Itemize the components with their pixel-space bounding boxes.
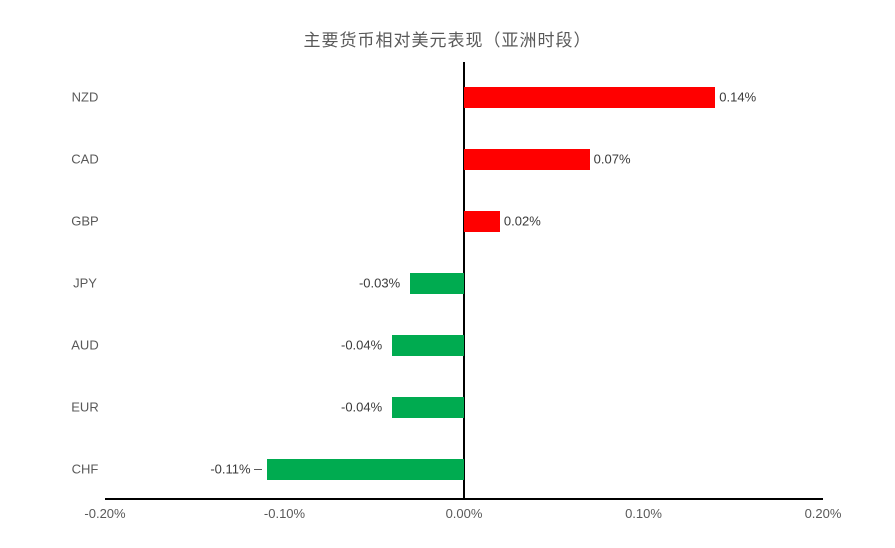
value-label-JPY: -0.03%: [358, 275, 401, 291]
category-label-AUD: AUD: [71, 337, 99, 353]
category-label-CAD: CAD: [71, 151, 99, 167]
value-label-CHF: -0.11%: [210, 461, 251, 477]
x-tick-label-4: 0.20%: [804, 506, 842, 521]
category-label-CHF: CHF: [71, 461, 99, 477]
category-label-EUR: EUR: [71, 399, 99, 415]
category-label-GBP: GBP: [71, 213, 99, 229]
x-tick-label-3: 0.10%: [625, 506, 662, 521]
x-tick-label-2: 0.00%: [445, 506, 483, 521]
value-label-NZD: 0.14%: [719, 89, 757, 105]
x-axis-line: [105, 498, 823, 500]
zero-axis-line: [463, 62, 465, 498]
x-tick-label-1: -0.10%: [263, 506, 306, 521]
value-label-GBP: 0.02%: [503, 213, 541, 229]
value-label-leader-line-CHF: [253, 469, 262, 471]
category-label-NZD: NZD: [71, 89, 99, 105]
value-label-CAD: 0.07%: [593, 151, 631, 167]
value-label-EUR: -0.04%: [340, 399, 383, 415]
value-label-AUD: -0.04%: [340, 337, 383, 353]
bar-CAD: [464, 148, 590, 170]
bar-AUD: [392, 334, 464, 356]
bar-EUR: [392, 396, 464, 418]
bar-GBP: [464, 210, 500, 232]
x-tick-label-0: -0.20%: [84, 506, 126, 521]
chart-title: 主要货币相对美元表现（亚洲时段）: [303, 31, 592, 50]
bar-JPY: [410, 272, 464, 294]
category-label-JPY: JPY: [73, 275, 97, 291]
bar-NZD: [464, 86, 716, 108]
bar-CHF: [266, 458, 464, 480]
